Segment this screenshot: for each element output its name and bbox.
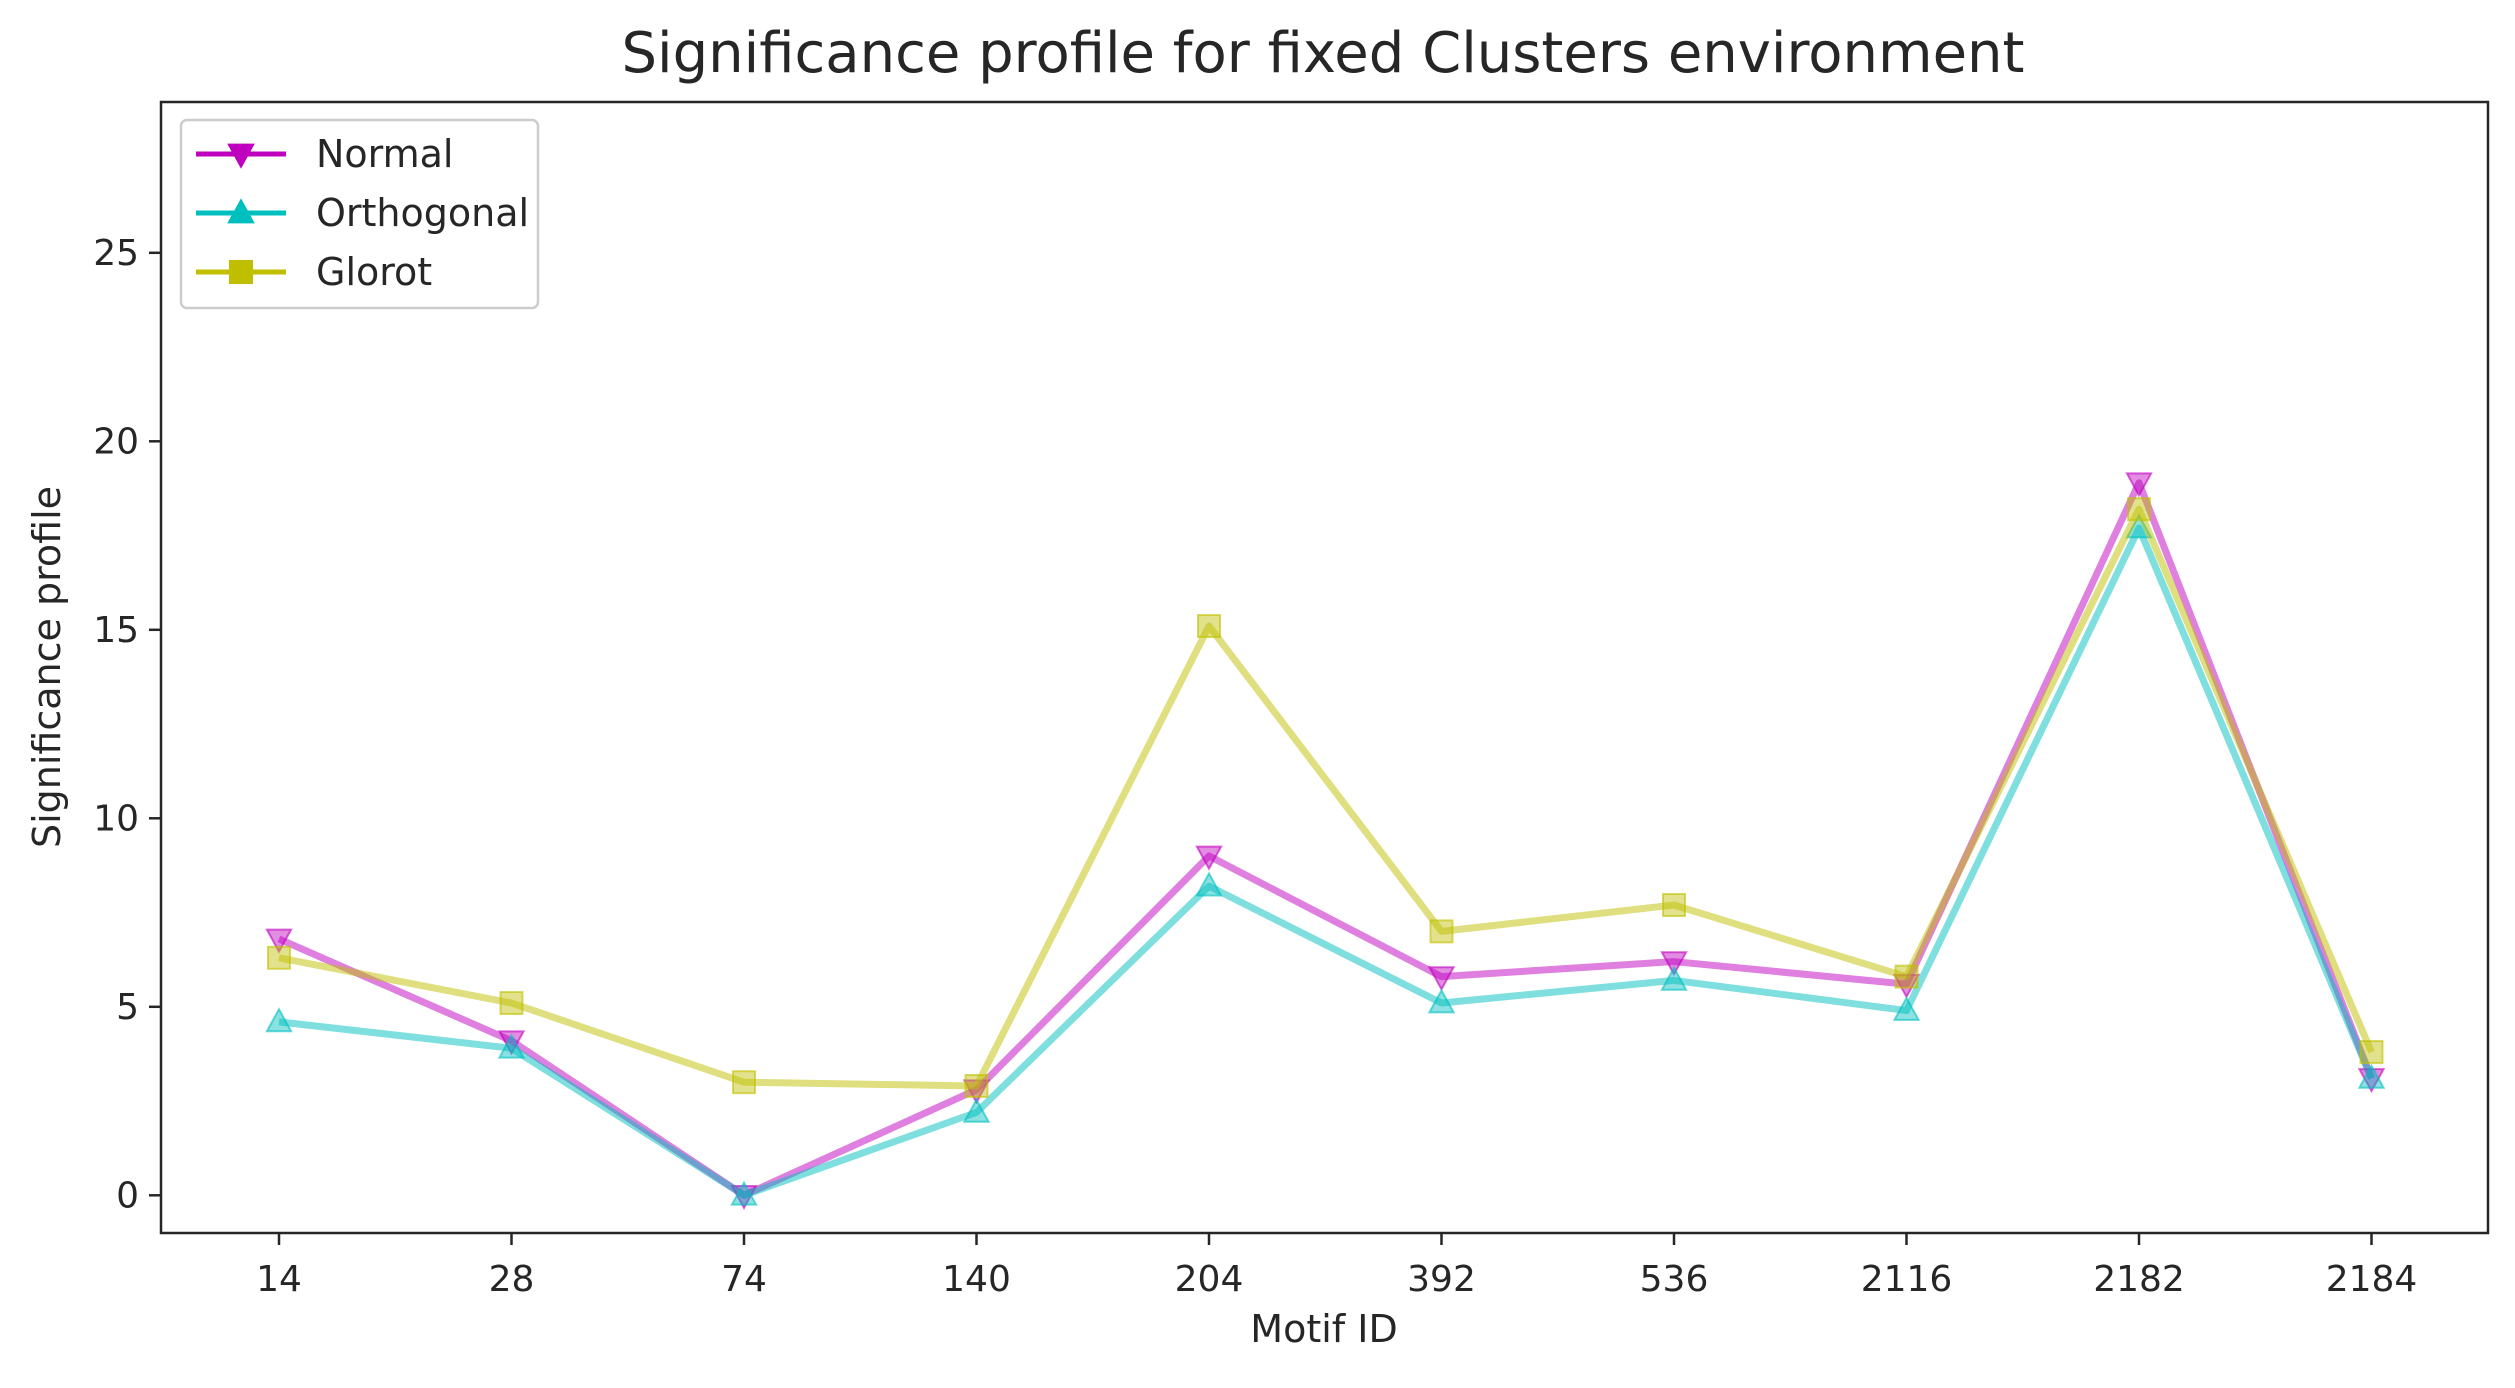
legend-marker (229, 260, 253, 284)
y-axis: 0 5 10 15 20 25 (93, 233, 161, 1216)
data-point (2357, 1063, 2386, 1089)
series-line-glorot (278, 505, 2375, 1090)
y-tick-label: 25 (93, 233, 139, 274)
data-point (2125, 472, 2153, 498)
x-axis-label: Motif ID (1250, 1307, 1397, 1351)
data-point (1429, 919, 1454, 944)
legend-marker (227, 198, 255, 224)
x-tick-label: 2184 (2326, 1259, 2418, 1300)
chart-title: Significance profile for fixed Clusters … (622, 21, 2025, 86)
data-point (1660, 965, 1688, 991)
data-point (2127, 497, 2151, 522)
data-point (265, 1007, 293, 1033)
data-point (1662, 893, 1686, 918)
legend: Normal Orthogonal Glorot (179, 118, 540, 310)
data-point (1197, 614, 1221, 639)
legend-item-normal: Normal (196, 132, 454, 176)
data-point (964, 1073, 989, 1098)
y-tick-label: 0 (116, 1175, 139, 1216)
y-tick-label: 15 (93, 610, 139, 651)
x-tick-label: 74 (721, 1259, 767, 1300)
data-point (2359, 1040, 2384, 1065)
data-point (1195, 871, 1223, 897)
x-tick-label: 2182 (2093, 1259, 2185, 1300)
data-point (730, 1180, 758, 1206)
legend-box (179, 118, 540, 310)
y-tick-label: 20 (93, 421, 139, 462)
data-point (962, 1097, 991, 1123)
legend-item-orthogonal: Orthogonal (196, 191, 529, 235)
data-point (1195, 845, 1223, 871)
data-point (2357, 1068, 2386, 1094)
x-tick-label: 392 (1407, 1259, 1476, 1300)
data-point (1892, 995, 1921, 1021)
data-point (497, 1033, 526, 1059)
data-point (497, 1030, 526, 1056)
x-tick-label: 28 (489, 1259, 535, 1300)
legend-label: Normal (316, 132, 454, 176)
x-tick-label: 140 (942, 1259, 1011, 1300)
data-point (267, 945, 291, 970)
legend-label: Glorot (316, 250, 432, 294)
data-point (1427, 966, 1456, 992)
legend-item-glorot: Glorot (196, 250, 432, 294)
series-glorot (267, 497, 2384, 1098)
x-tick-label: 2116 (1861, 1259, 1953, 1300)
legend-label: Orthogonal (316, 191, 529, 235)
data-point (1894, 964, 1919, 989)
series-layer (265, 472, 2386, 1211)
data-point (1427, 988, 1456, 1014)
series-line-orthogonal (278, 524, 2375, 1199)
x-tick-label: 14 (256, 1259, 302, 1300)
data-point (732, 1070, 756, 1095)
x-tick-label: 204 (1175, 1259, 1244, 1300)
legend-marker (227, 143, 255, 169)
data-point (1660, 951, 1688, 977)
y-axis-label: Significance profile (25, 486, 69, 848)
y-tick-label: 5 (116, 987, 139, 1028)
data-point (265, 928, 293, 954)
plot-frame (159, 100, 2490, 1235)
x-tick-label: 536 (1640, 1259, 1709, 1300)
x-axis: 14 28 74 140 204 392 536 2116 2182 2184 (256, 1233, 2417, 1300)
data-point (499, 991, 524, 1016)
y-tick-label: 10 (93, 798, 139, 839)
